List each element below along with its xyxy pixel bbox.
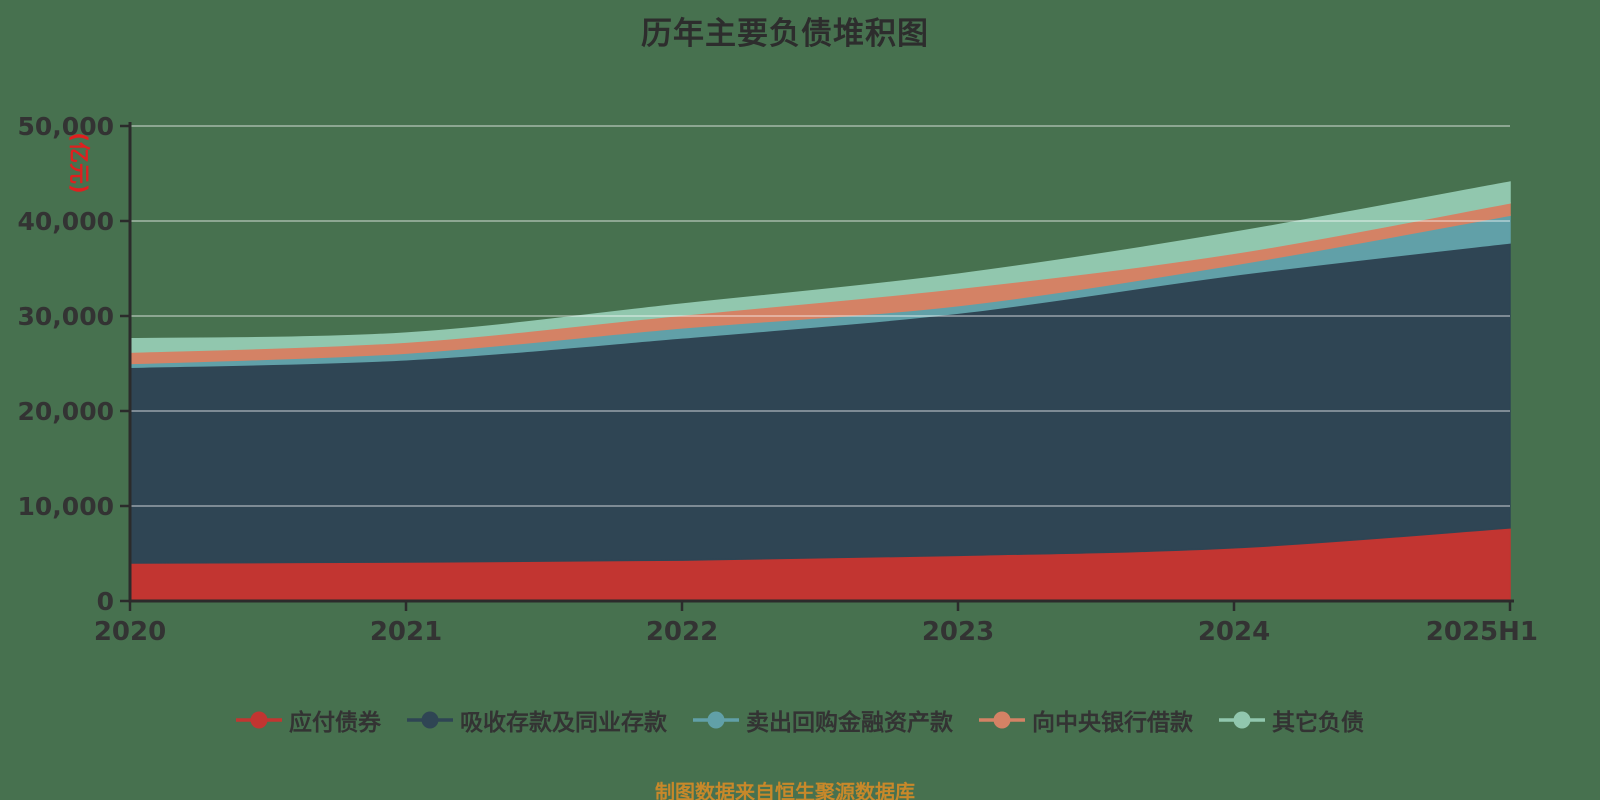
x-tick-label: 2021 [370, 617, 442, 647]
source-note: 制图数据来自恒生聚源数据库 [655, 780, 915, 800]
legend-marker-icon [236, 711, 282, 729]
legend-item-label: 应付债券 [289, 710, 381, 736]
y-tick-label: 10,000 [18, 492, 114, 521]
x-tick-label: 2024 [1198, 617, 1270, 647]
y-tick-label: 40,000 [18, 207, 114, 236]
y-tick-label: 50,000 [18, 112, 114, 141]
x-tick-label: 2023 [922, 617, 994, 647]
legend-marker-icon [407, 711, 453, 729]
legend-item-向中央银行借款[interactable]: 向中央银行借款 [979, 703, 1193, 737]
legend-item-吸收存款及同业存款[interactable]: 吸收存款及同业存款 [407, 703, 667, 737]
legend-marker-icon [1219, 711, 1265, 729]
legend-item-卖出回购金融资产款[interactable]: 卖出回购金融资产款 [693, 703, 953, 737]
y-tick-label: 20,000 [18, 397, 114, 426]
legend-item-label: 卖出回购金融资产款 [746, 710, 953, 736]
legend-item-label: 吸收存款及同业存款 [460, 710, 667, 736]
y-tick-label: 30,000 [18, 302, 114, 331]
area-band-其它负债 [129, 181, 1511, 353]
legend: 应付债券 吸收存款及同业存款 卖出回购金融资产款 向中央银行借款 其它负债 [0, 703, 1600, 737]
legend-item-其它负债[interactable]: 其它负债 [1219, 703, 1364, 737]
y-tick-label: 0 [97, 587, 114, 616]
legend-marker-icon [693, 711, 739, 729]
x-tick-label: 2025H1 [1426, 617, 1538, 647]
x-tick-label: 2022 [646, 617, 718, 647]
legend-item-label: 其它负债 [1272, 710, 1364, 736]
legend-item-label: 向中央银行借款 [1032, 710, 1193, 736]
chart-title: 历年主要负债堆积图 [641, 16, 929, 52]
legend-item-应付债券[interactable]: 应付债券 [236, 703, 381, 737]
legend-marker-icon [979, 711, 1025, 729]
x-tick-label: 2020 [94, 617, 166, 647]
